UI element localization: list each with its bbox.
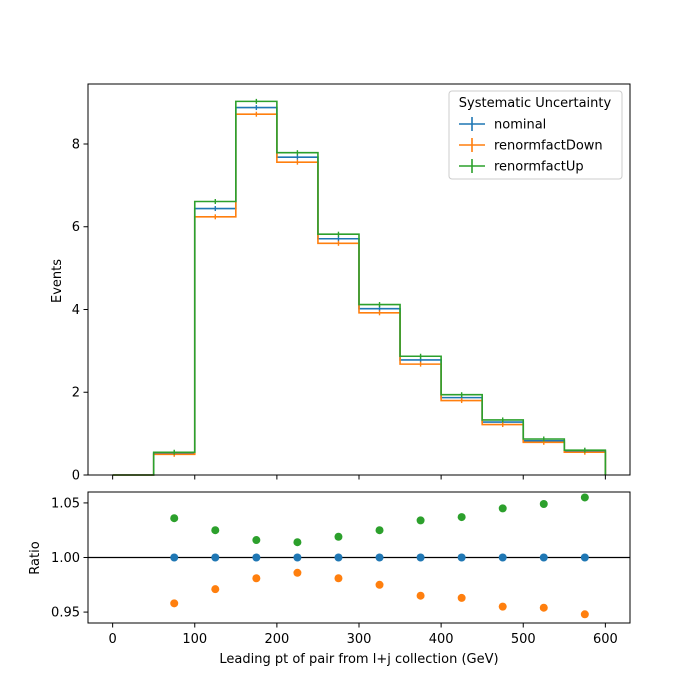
x-axis-label: Leading pt of pair from l+j collection (… <box>219 652 498 667</box>
ratio-point-renormfactUp-4 <box>334 532 343 541</box>
ratio-points <box>170 493 589 619</box>
ratio-point-nominal-3 <box>293 553 302 562</box>
ratio-y-axis-label: Ratio <box>28 541 43 574</box>
x-tick-label-100: 100 <box>182 632 207 647</box>
x-tick-label-500: 500 <box>511 632 536 647</box>
ratio-point-nominal-10 <box>580 553 589 562</box>
ratio-point-renormfactDown-2 <box>252 574 261 583</box>
main-y-ticks: 0 2 4 6 8 <box>72 137 88 484</box>
legend-entries: nominal renormfactDown renormfactUp <box>459 117 603 175</box>
main-x-ticks <box>112 475 606 480</box>
ratio-point-renormfactUp-5 <box>375 526 384 535</box>
ratio-point-nominal-6 <box>416 553 425 562</box>
ratio-point-renormfactDown-8 <box>498 602 507 611</box>
legend-title: Systematic Uncertainty <box>459 96 612 111</box>
ratio-point-nominal-8 <box>498 553 507 562</box>
legend: Systematic Uncertainty nominal renormfact… <box>448 90 623 180</box>
ratio-point-nominal-7 <box>457 553 466 562</box>
x-tick-label-300: 300 <box>347 632 372 647</box>
ratio-point-renormfactUp-6 <box>416 516 425 525</box>
ratio-panel: 0 100 200 300 400 500 600 0.95 1.00 1.05 Ratio <box>28 491 631 647</box>
ratio-point-nominal-1 <box>211 553 220 562</box>
ratio-point-renormfactDown-9 <box>539 603 548 612</box>
legend-label-nominal: nominal <box>494 118 546 133</box>
ratio-point-renormfactUp-1 <box>211 526 220 535</box>
ratio-point-renormfactDown-10 <box>580 610 589 619</box>
ratio-point-renormfactUp-0 <box>170 514 179 523</box>
main-series <box>112 98 607 476</box>
main-y-tick-label-8: 8 <box>72 137 80 152</box>
ratio-y-tick-label-2: 1.05 <box>51 496 80 511</box>
ratio-point-renormfactUp-7 <box>457 513 466 522</box>
ratio-point-renormfactUp-2 <box>252 536 261 545</box>
ratio-point-renormfactDown-1 <box>211 585 220 594</box>
legend-label-renormfactUp: renormfactUp <box>494 160 584 175</box>
ratio-point-renormfactDown-4 <box>334 574 343 583</box>
histogram-line-renormfactUp <box>112 100 607 476</box>
ratio-x-ticks: 0 100 200 300 400 500 600 <box>108 623 618 647</box>
main-panel: 0 2 4 6 8 Events Systematic Uncertainty nomi… <box>50 83 631 484</box>
x-tick-label-600: 600 <box>593 632 618 647</box>
ratio-point-renormfactUp-10 <box>580 493 589 502</box>
x-tick-label-0: 0 <box>108 632 116 647</box>
legend-label-renormfactDown: renormfactDown <box>494 139 603 154</box>
ratio-point-nominal-5 <box>375 553 384 562</box>
x-tick-label-400: 400 <box>429 632 454 647</box>
ratio-y-tick-label-1: 1.00 <box>51 551 80 566</box>
main-y-tick-label-0: 0 <box>72 469 80 484</box>
ratio-point-nominal-2 <box>252 553 261 562</box>
main-y-tick-label-6: 6 <box>72 220 80 235</box>
ratio-point-renormfactDown-3 <box>293 568 302 577</box>
ratio-y-ticks: 0.95 1.00 1.05 <box>51 496 88 621</box>
main-y-tick-label-4: 4 <box>72 303 80 318</box>
legend-box <box>448 90 623 180</box>
ratio-point-renormfactDown-6 <box>416 591 425 600</box>
ratio-point-renormfactDown-7 <box>457 593 466 602</box>
x-tick-label-200: 200 <box>264 632 289 647</box>
ratio-point-renormfactUp-8 <box>498 504 507 513</box>
ratio-point-renormfactUp-9 <box>539 500 548 509</box>
ratio-point-nominal-4 <box>334 553 343 562</box>
ratio-y-tick-label-0: 0.95 <box>51 606 80 621</box>
main-y-axis-label: Events <box>50 259 65 303</box>
ratio-point-renormfactDown-5 <box>375 580 384 589</box>
main-y-tick-label-2: 2 <box>72 386 80 401</box>
ratio-point-nominal-9 <box>539 553 548 562</box>
ratio-point-renormfactDown-0 <box>170 599 179 608</box>
ratio-point-nominal-0 <box>170 553 179 562</box>
ratio-point-renormfactUp-3 <box>293 538 302 547</box>
